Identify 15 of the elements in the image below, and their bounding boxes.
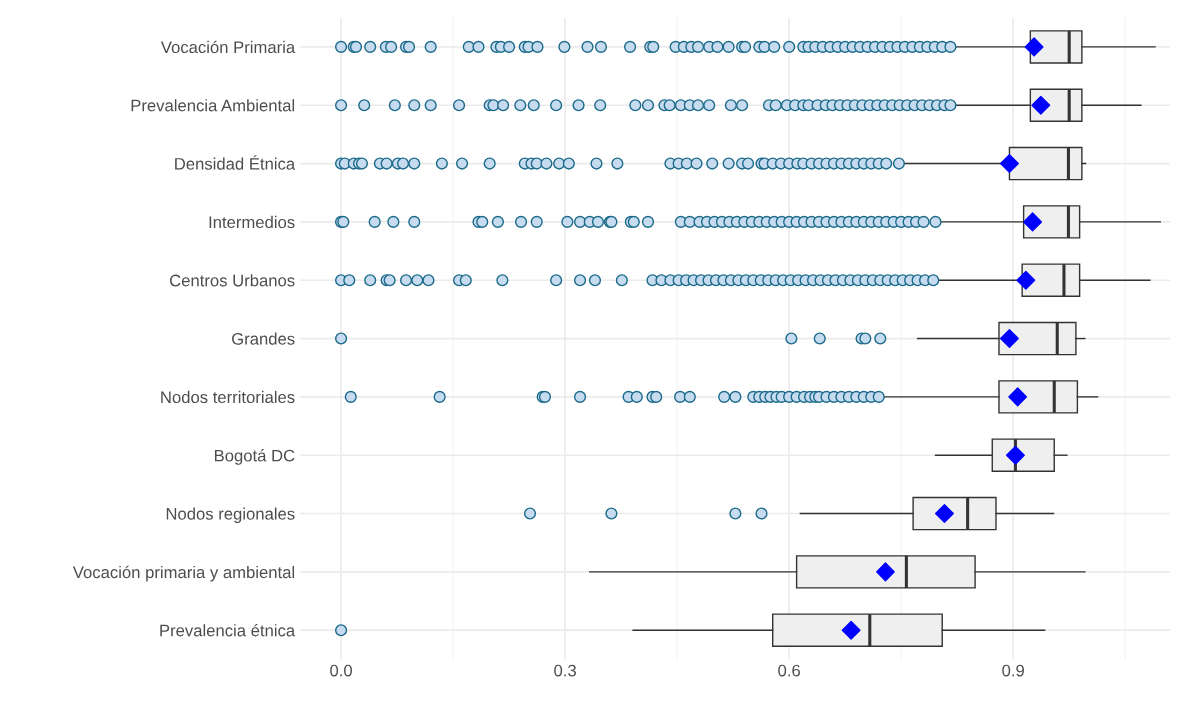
y-tick-label: Prevalencia Ambiental [131,99,295,112]
y-tick-label: Intermedios [209,215,295,229]
y-tick-label: Vocación primaria y ambiental [72,565,295,582]
y-tick-label: Densidad Étnica [175,155,296,170]
y-tick-label: Prevalencia étnica [160,623,296,637]
y-tick-label: Bogotá DC [214,449,295,465]
y-tick-label: Grandes [232,332,295,345]
x-tick-label: 0.3 [554,664,576,677]
y-tick-label: Vocación Primaria [160,40,296,54]
x-tick-label: 0.0 [330,664,353,677]
y-tick-label: Centros Urbanos [170,274,295,287]
y-tick-label: Nodos regionales [166,507,295,524]
x-tick-label: 0.9 [1002,664,1024,677]
x-tick-label: 0.6 [778,664,800,677]
y-tick-label: Nodos territoriales [161,390,295,404]
